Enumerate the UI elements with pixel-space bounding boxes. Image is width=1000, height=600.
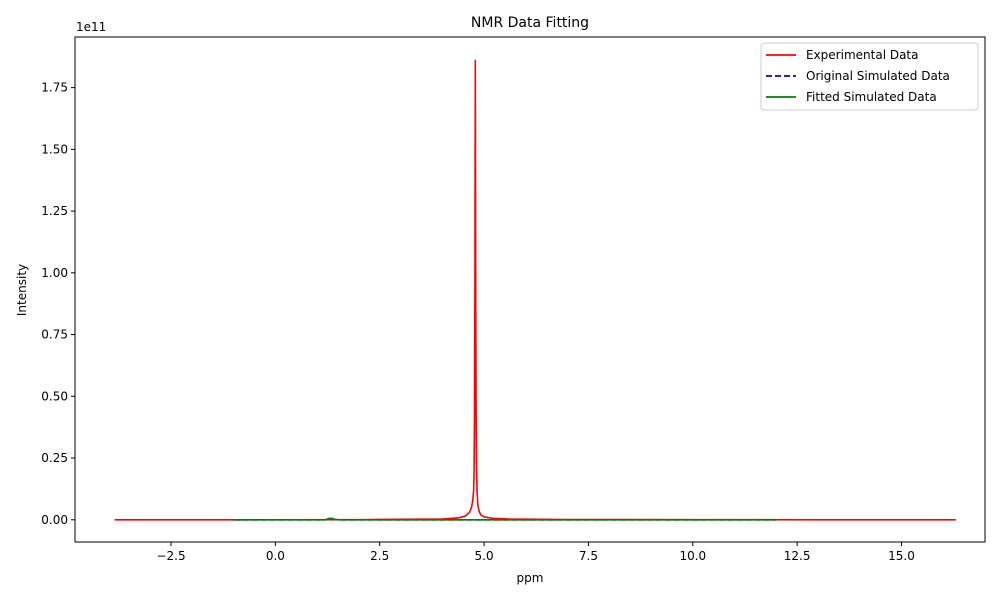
y-tick-label: 1.75 <box>41 81 68 95</box>
y-tick-label: 1.00 <box>41 266 68 280</box>
x-tick-label: 5.0 <box>475 549 494 563</box>
legend-box <box>760 42 979 111</box>
x-tick-label: −2.5 <box>156 549 185 563</box>
y-axis-label: Intensity <box>15 264 29 316</box>
series-line-experimental <box>114 59 956 521</box>
y-axis: 0.00 0.25 0.50 0.75 1.00 1.25 1.50 1.75 <box>41 81 75 527</box>
x-tick-label: 0.0 <box>266 549 285 563</box>
x-tick-label: 15.0 <box>888 549 915 563</box>
axes-frame <box>74 36 986 543</box>
y-tick-label: 0.25 <box>41 451 68 465</box>
y-tick-label: 0.75 <box>41 328 68 342</box>
y-offset-label: 1e11 <box>76 20 106 34</box>
y-tick-label: 1.50 <box>41 142 68 156</box>
legend-label-experimental: Experimental Data <box>806 48 919 62</box>
x-tick-label: 12.5 <box>784 549 811 563</box>
x-tick-label: 10.0 <box>679 549 706 563</box>
legend-label-original: Original Simulated Data <box>806 69 950 83</box>
x-axis-label: ppm <box>517 571 544 585</box>
x-axis: −2.5 0.0 2.5 5.0 7.5 10.0 12.5 15.0 <box>156 542 915 563</box>
legend-label-fitted: Fitted Simulated Data <box>806 90 937 104</box>
chart-title: NMR Data Fitting <box>471 15 589 31</box>
x-tick-label: 7.5 <box>579 549 598 563</box>
plot-area <box>114 59 956 521</box>
y-tick-label: 0.50 <box>41 389 68 403</box>
y-tick-label: 1.25 <box>41 204 68 218</box>
legend: Experimental Data Original Simulated Dat… <box>760 42 979 111</box>
x-tick-label: 2.5 <box>370 549 389 563</box>
y-tick-label: 0.00 <box>41 513 68 527</box>
series-line-fitted <box>233 517 777 521</box>
